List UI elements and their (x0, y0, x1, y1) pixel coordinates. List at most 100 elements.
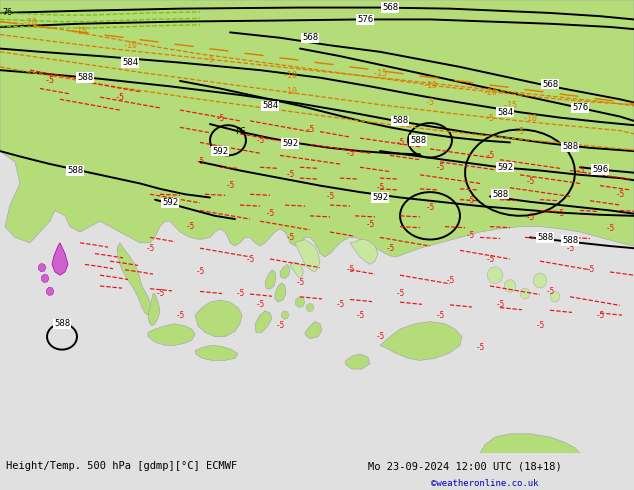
Text: -5: -5 (616, 190, 624, 199)
Text: -20: -20 (482, 88, 498, 98)
Text: -5: -5 (216, 114, 224, 123)
Polygon shape (488, 267, 503, 284)
Text: 588: 588 (562, 236, 578, 245)
Text: 592: 592 (282, 139, 298, 148)
Text: 568: 568 (542, 80, 558, 89)
Text: -5: -5 (465, 231, 475, 240)
Text: 588: 588 (392, 116, 408, 125)
Text: 592: 592 (497, 163, 513, 172)
Text: -5: -5 (486, 151, 495, 160)
Text: 568: 568 (302, 33, 318, 42)
Text: -5: -5 (526, 177, 534, 186)
Text: -5: -5 (346, 149, 354, 158)
Text: 568: 568 (382, 3, 398, 12)
Text: 592: 592 (162, 198, 178, 207)
Text: -5: -5 (185, 222, 195, 231)
Text: -5: -5 (356, 311, 365, 319)
Polygon shape (148, 324, 195, 345)
Text: -5: -5 (485, 114, 495, 123)
Text: -5: -5 (285, 171, 295, 179)
Polygon shape (521, 288, 530, 299)
Text: -5: -5 (335, 300, 345, 309)
Text: -5: -5 (225, 181, 235, 190)
Text: -5: -5 (585, 265, 595, 274)
Polygon shape (52, 243, 68, 275)
Text: -5: -5 (205, 55, 215, 64)
Text: 596: 596 (592, 165, 608, 174)
Text: -5: -5 (365, 220, 375, 229)
Text: -5: -5 (425, 203, 435, 212)
Text: 588: 588 (562, 142, 578, 151)
Polygon shape (280, 265, 290, 278)
Text: -10: -10 (283, 71, 297, 80)
Text: -5: -5 (595, 311, 605, 319)
Text: 76: 76 (2, 8, 12, 18)
Text: -5: -5 (115, 93, 125, 101)
Text: Mo 23-09-2024 12:00 UTC (18+18): Mo 23-09-2024 12:00 UTC (18+18) (368, 462, 562, 471)
Polygon shape (281, 311, 289, 319)
Text: -5: -5 (576, 166, 585, 175)
Polygon shape (148, 294, 160, 326)
Text: 584: 584 (497, 108, 513, 117)
Polygon shape (46, 287, 54, 295)
Polygon shape (295, 297, 305, 307)
Text: -5: -5 (306, 125, 314, 134)
Text: 588: 588 (77, 73, 93, 82)
Text: -5: -5 (176, 311, 184, 319)
Text: -10: -10 (522, 114, 538, 123)
Text: -15: -15 (373, 69, 387, 78)
Text: -5: -5 (275, 321, 285, 330)
Polygon shape (0, 0, 634, 257)
Polygon shape (117, 243, 152, 315)
Text: -5: -5 (266, 209, 275, 218)
Text: -15: -15 (72, 27, 87, 36)
Polygon shape (533, 273, 547, 288)
Polygon shape (41, 274, 49, 283)
Text: -5: -5 (566, 244, 574, 253)
Text: -5: -5 (605, 224, 614, 233)
Text: -20: -20 (22, 18, 37, 27)
Text: -5: -5 (295, 278, 304, 287)
Text: -5: -5 (476, 343, 484, 352)
Text: -5: -5 (195, 157, 205, 167)
Polygon shape (350, 240, 378, 265)
Text: 576: 576 (572, 103, 588, 112)
Text: -5: -5 (375, 332, 385, 341)
Text: Height/Temp. 500 hPa [gdmp][°C] ECMWF: Height/Temp. 500 hPa [gdmp][°C] ECMWF (6, 462, 238, 471)
Text: -5: -5 (495, 300, 505, 309)
Polygon shape (255, 311, 272, 332)
Polygon shape (306, 303, 314, 312)
Text: -5: -5 (256, 300, 264, 309)
Polygon shape (290, 262, 303, 278)
Text: PS: PS (235, 127, 245, 136)
Text: -5: -5 (195, 268, 205, 276)
Text: -5: -5 (155, 289, 165, 298)
Text: -15: -15 (503, 101, 517, 110)
Text: -5: -5 (346, 265, 354, 274)
Text: -5: -5 (515, 127, 525, 136)
Text: -5: -5 (285, 233, 295, 242)
Polygon shape (480, 434, 634, 453)
Text: -5: -5 (165, 198, 174, 207)
Polygon shape (550, 292, 560, 302)
Text: -5: -5 (486, 254, 495, 264)
Text: ©weatheronline.co.uk: ©weatheronline.co.uk (431, 479, 539, 488)
Text: -5: -5 (465, 196, 475, 205)
Text: -5: -5 (555, 209, 565, 218)
Text: 592: 592 (372, 193, 388, 202)
Text: -5: -5 (535, 321, 545, 330)
Text: -5: -5 (375, 183, 385, 192)
Text: -10: -10 (283, 87, 297, 96)
Text: -5: -5 (396, 138, 404, 147)
Polygon shape (265, 270, 276, 289)
Polygon shape (275, 283, 286, 302)
Text: 588: 588 (54, 319, 70, 328)
Polygon shape (39, 264, 46, 272)
Text: -5: -5 (245, 254, 255, 264)
Text: 588: 588 (67, 166, 83, 175)
Text: -10: -10 (422, 81, 437, 90)
Text: -10: -10 (122, 41, 138, 50)
Text: -5: -5 (325, 192, 335, 201)
Text: 588: 588 (492, 190, 508, 199)
Polygon shape (195, 300, 242, 337)
